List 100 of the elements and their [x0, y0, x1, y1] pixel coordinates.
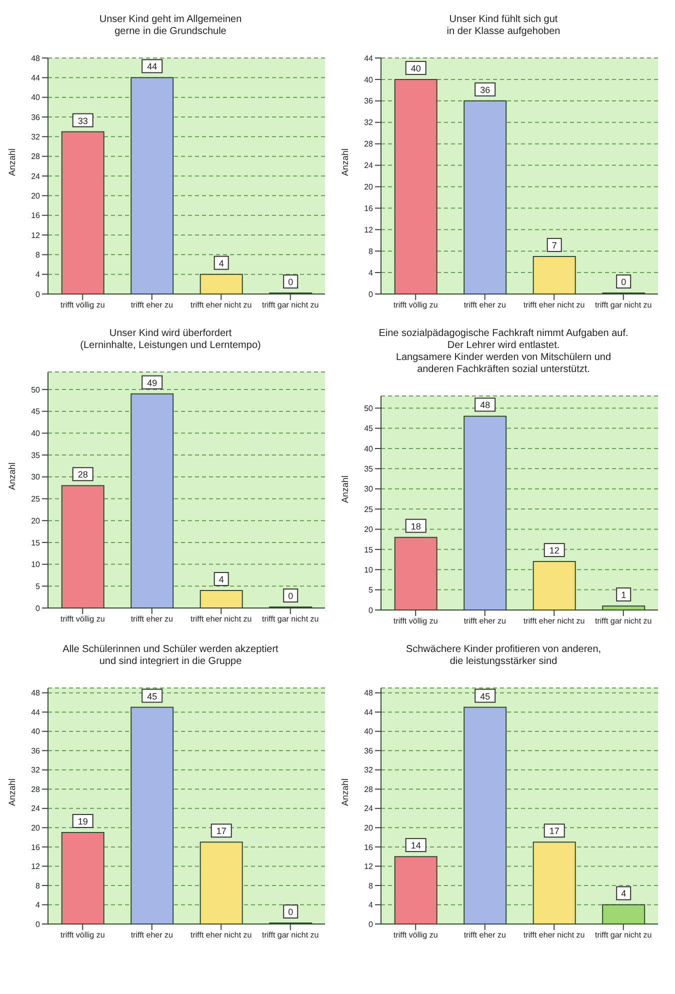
y-tick-label: 28: [364, 784, 374, 794]
y-axis-title: Anzahl: [7, 778, 18, 806]
data-label: 44: [147, 62, 158, 72]
y-tick-label: 20: [31, 516, 41, 526]
y-tick-label: 36: [31, 112, 41, 122]
data-label: 17: [549, 826, 560, 836]
y-tick-label: 16: [364, 842, 374, 852]
x-tick-label: trifft eher zu: [464, 616, 506, 626]
y-tick-label: 28: [364, 140, 374, 149]
x-tick-label: trifft eher nicht zu: [524, 930, 585, 940]
x-tick-label: trifft gar nicht zu: [594, 930, 652, 940]
y-tick-label: 25: [31, 494, 41, 504]
x-tick-label: trifft völlig zu: [60, 614, 105, 624]
x-tick-label: trifft eher zu: [464, 930, 506, 940]
x-tick-label: trifft völlig zu: [393, 930, 438, 940]
data-label: 33: [78, 116, 88, 126]
y-tick-label: 0: [36, 604, 41, 613]
data-label: 4: [621, 888, 626, 899]
y-tick-label: 32: [364, 118, 374, 128]
x-tick-label: trifft eher zu: [130, 930, 173, 940]
y-tick-label: 12: [364, 225, 374, 234]
y-tick-label: 30: [364, 484, 374, 494]
x-tick-label: trifft eher nicht zu: [524, 616, 585, 626]
y-tick-label: 10: [31, 560, 41, 570]
y-tick-label: 0: [368, 290, 374, 299]
data-label: 36: [480, 84, 490, 95]
y-tick-label: 8: [368, 881, 374, 890]
y-tick-label: 40: [364, 75, 374, 84]
y-axis-title: Anzahl: [340, 778, 350, 806]
y-tick-label: 32: [364, 766, 374, 775]
y-tick-label: 24: [364, 161, 374, 170]
y-tick-label: 24: [364, 804, 374, 814]
y-tick-label: 24: [31, 172, 41, 181]
y-tick-label: 35: [31, 450, 41, 460]
y-tick-label: 4: [368, 268, 374, 278]
data-label: 45: [147, 691, 158, 702]
y-tick-label: 30: [31, 472, 41, 482]
y-tick-label: 44: [31, 708, 41, 717]
y-tick-label: 4: [368, 900, 374, 910]
y-axis-title: Anzahl: [340, 148, 350, 176]
y-tick-label: 15: [364, 545, 374, 554]
chart-title: Unser Kind fühlt sich gut in der Klasse aufgehoben: [446, 14, 562, 38]
data-label: 0: [288, 907, 294, 917]
data-label: 0: [621, 277, 626, 287]
data-label: 19: [78, 816, 88, 826]
y-tick-label: 20: [364, 182, 374, 192]
y-tick-label: 5: [36, 582, 41, 591]
y-tick-label: 16: [31, 211, 41, 220]
data-label: 17: [216, 826, 226, 836]
y-tick-label: 32: [31, 132, 41, 142]
y-tick-label: 8: [36, 881, 41, 890]
y-tick-label: 45: [31, 407, 41, 416]
data-label: 18: [410, 521, 421, 532]
y-tick-label: 36: [364, 96, 374, 106]
y-tick-label: 12: [364, 862, 374, 872]
y-tick-label: 0: [368, 606, 374, 615]
chart-title: Schwächere Kinder profitieren von anderen, die leistungsstärker sind: [404, 644, 602, 668]
chart-title: Eine sozialpädagogische Fachkraft nimmt Aufgaben auf. Der Lehrer wird entlastet. Langsamere Kinder werden von Mitschülern und anderen Fachkräften sozial unterstützt.: [378, 328, 630, 376]
y-axis-title: Anzahl: [7, 462, 18, 490]
y-axis-title: Anzahl: [340, 475, 350, 503]
y-tick-label: 28: [31, 784, 41, 794]
data-label: 7: [552, 240, 557, 250]
y-tick-label: 8: [36, 250, 41, 260]
y-tick-label: 15: [31, 538, 41, 548]
y-tick-label: 20: [31, 824, 41, 833]
y-tick-label: 16: [364, 204, 374, 214]
y-tick-label: 4: [36, 270, 41, 280]
y-tick-label: 44: [364, 708, 374, 717]
x-tick-label: trifft gar nicht zu: [594, 616, 652, 626]
data-label: 40: [410, 63, 421, 74]
x-tick-label: trifft völlig zu: [60, 930, 105, 940]
y-tick-label: 48: [364, 688, 374, 698]
y-tick-label: 20: [31, 192, 41, 201]
x-tick-label: trifft eher nicht zu: [190, 614, 252, 624]
data-label: 14: [410, 840, 421, 851]
data-label: 49: [147, 378, 158, 388]
x-tick-label: trifft völlig zu: [393, 616, 438, 626]
data-label: 0: [288, 591, 294, 601]
data-label: 1: [621, 590, 626, 600]
x-tick-label: trifft eher nicht zu: [524, 300, 585, 310]
y-tick-label: 12: [31, 862, 41, 872]
y-tick-label: 16: [31, 842, 41, 852]
y-tick-label: 24: [31, 804, 41, 814]
x-tick-label: trifft eher zu: [464, 300, 506, 310]
y-tick-label: 12: [31, 230, 41, 240]
y-tick-label: 50: [31, 385, 41, 394]
chart-title: Unser Kind geht im Allgemeinen gerne in die Grundschule: [98, 14, 243, 38]
x-tick-label: trifft gar nicht zu: [262, 930, 319, 940]
y-tick-label: 10: [364, 565, 374, 574]
y-tick-label: 44: [364, 54, 374, 63]
y-tick-label: 28: [31, 152, 41, 162]
y-tick-label: 40: [31, 93, 41, 102]
y-tick-label: 20: [364, 824, 374, 833]
y-tick-label: 50: [364, 404, 374, 413]
y-tick-label: 48: [31, 54, 41, 63]
y-tick-label: 4: [36, 900, 41, 910]
y-tick-label: 45: [364, 424, 374, 434]
x-tick-label: trifft eher nicht zu: [190, 300, 252, 310]
y-tick-label: 20: [364, 525, 374, 534]
x-tick-label: trifft eher zu: [130, 614, 173, 624]
